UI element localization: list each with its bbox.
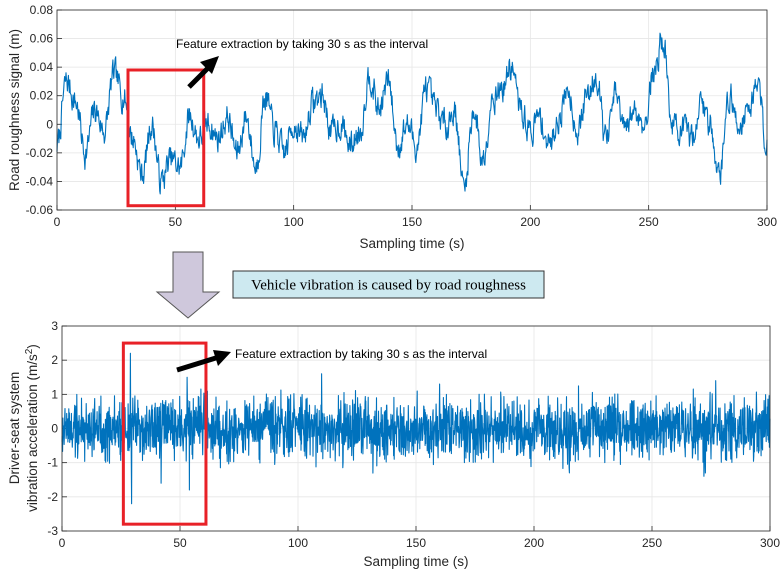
y-tick-labels: -3 -2 -1 0 1 2 3 [47, 319, 58, 538]
y-tick-label: -0.02 [26, 146, 54, 160]
series-path [56, 32, 768, 195]
x-tick-label: 200 [520, 215, 540, 229]
caption-box [232, 270, 545, 299]
annotation-arrow [187, 56, 219, 89]
x-tick-label: 250 [642, 536, 662, 550]
x-tick-label: 250 [639, 215, 659, 229]
y-tick-label: 0.06 [30, 32, 54, 46]
plot-frame [56, 9, 768, 211]
y-tick-label: 0 [51, 422, 58, 436]
x-axis-label: Sampling time (s) [359, 236, 464, 251]
y-axis-label: Road roughness signal (m) [7, 29, 22, 191]
y-tick-label: 0.08 [30, 3, 54, 17]
y-tick-label: -2 [47, 490, 58, 504]
x-tick-label: 50 [173, 536, 187, 550]
road-roughness-chart: 0 50 100 150 200 250 300 -0.06 -0.04 -0.02 0 0.02 0… [7, 3, 777, 251]
down-arrow-icon [155, 251, 221, 319]
x-tick-label: 150 [402, 215, 422, 229]
y-tick-label: -0.04 [26, 174, 54, 188]
x-tick-label: 100 [284, 215, 304, 229]
y-tick-label: -0.06 [26, 203, 54, 217]
y-tick-label: 0.02 [30, 89, 54, 103]
x-tick-label: 50 [169, 215, 183, 229]
x-tick-label: 100 [288, 536, 308, 550]
x-tick-labels: 0 50 100 150 200 250 300 [59, 536, 781, 550]
annotation-text: Feature extraction by taking 30 s as the… [176, 37, 428, 51]
caption-text: Vehicle vibration is caused by road roug… [251, 278, 526, 294]
y-tick-label: 0.04 [30, 60, 54, 74]
series-path [61, 352, 771, 505]
y-axis-label-line2: vibration acceleration (m/s2) [24, 344, 40, 512]
y-tick-label: 3 [51, 319, 58, 333]
x-axis-label: Sampling time (s) [363, 554, 468, 569]
plot-frame [61, 325, 771, 532]
annotation-text: Feature extraction by taking 30 s as the… [235, 347, 487, 361]
y-tick-labels: -0.06 -0.04 -0.02 0 0.02 0.04 0.06 0.08 [26, 3, 54, 217]
x-tick-label: 150 [406, 536, 426, 550]
y-tick-label: -1 [47, 456, 58, 470]
y-tick-label: 1 [51, 387, 58, 401]
x-tick-label: 200 [524, 536, 544, 550]
highlight-box [126, 68, 206, 208]
y-tick-label: -3 [47, 524, 58, 538]
y-tick-label: 2 [51, 353, 58, 367]
x-tick-label: 0 [54, 215, 61, 229]
x-tick-label: 0 [59, 536, 66, 550]
vibration-acceleration-chart: 0 50 100 150 200 250 300 -3 -2 -1 0 1 2 3 Sampling t… [7, 319, 780, 569]
annotation-arrow [176, 350, 231, 373]
causal-arrow [155, 251, 221, 319]
highlight-box [121, 341, 208, 526]
x-tick-label: 300 [760, 536, 780, 550]
y-axis-label-line1: Driver-seat system [7, 372, 22, 485]
y-tick-label: 0 [46, 117, 53, 131]
series-line [61, 352, 771, 505]
series-line [56, 32, 768, 195]
x-tick-label: 300 [757, 215, 777, 229]
x-tick-labels: 0 50 100 150 200 250 300 [54, 215, 778, 229]
